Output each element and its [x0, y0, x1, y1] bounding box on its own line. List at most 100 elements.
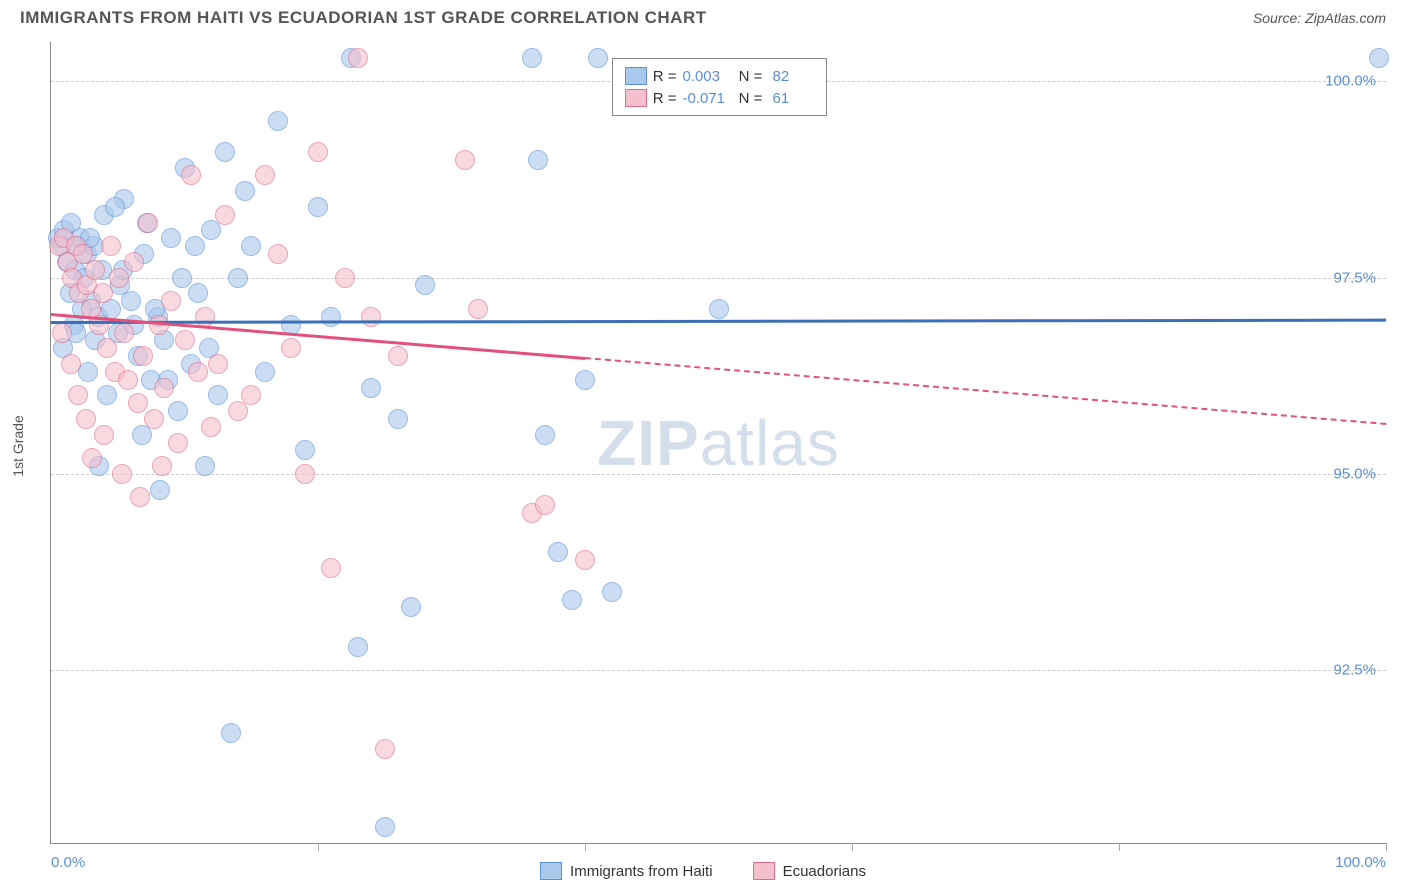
scatter-point	[241, 236, 261, 256]
watermark: ZIPatlas	[597, 406, 840, 480]
scatter-point	[375, 817, 395, 837]
chart-header: IMMIGRANTS FROM HAITI VS ECUADORIAN 1ST …	[0, 0, 1406, 32]
x-tick-label-right: 100.0%	[1335, 854, 1386, 871]
scatter-point	[188, 362, 208, 382]
scatter-point	[208, 385, 228, 405]
legend-n-value: 61	[768, 90, 814, 107]
scatter-point	[175, 330, 195, 350]
regression-line	[51, 318, 1386, 323]
scatter-point	[528, 150, 548, 170]
scatter-point	[144, 409, 164, 429]
scatter-point	[348, 637, 368, 657]
scatter-point	[195, 307, 215, 327]
gridline-horizontal	[51, 278, 1386, 279]
scatter-point	[228, 401, 248, 421]
scatter-point	[78, 362, 98, 382]
legend-swatch	[753, 862, 775, 880]
scatter-point	[268, 244, 288, 264]
scatter-point	[361, 378, 381, 398]
plot-area: ZIPatlas 92.5%95.0%97.5%100.0%0.0%100.0%…	[51, 42, 1386, 843]
scatter-point	[308, 197, 328, 217]
scatter-point	[52, 323, 72, 343]
scatter-point	[168, 433, 188, 453]
scatter-point	[255, 362, 275, 382]
scatter-point	[130, 487, 150, 507]
scatter-point	[133, 346, 153, 366]
scatter-point	[455, 150, 475, 170]
scatter-point	[388, 409, 408, 429]
scatter-point	[208, 354, 228, 374]
scatter-point	[150, 480, 170, 500]
legend-row: R = 0.003 N = 82	[625, 65, 815, 87]
y-tick-label: 92.5%	[1333, 662, 1376, 679]
gridline-horizontal	[51, 670, 1386, 671]
scatter-point	[575, 370, 595, 390]
watermark-light: atlas	[700, 407, 840, 479]
source-label: Source: ZipAtlas.com	[1253, 10, 1386, 26]
legend-series-label: Ecuadorians	[783, 863, 866, 880]
scatter-point	[1369, 48, 1389, 68]
x-tick	[1386, 843, 1387, 851]
scatter-point	[361, 307, 381, 327]
scatter-point	[295, 440, 315, 460]
scatter-point	[97, 385, 117, 405]
y-tick-label: 95.0%	[1333, 465, 1376, 482]
gridline-horizontal	[51, 474, 1386, 475]
scatter-point	[388, 346, 408, 366]
scatter-point	[228, 268, 248, 288]
scatter-point	[201, 220, 221, 240]
legend-r-label: R =	[653, 68, 677, 85]
scatter-point	[281, 338, 301, 358]
legend-r-value: 0.003	[682, 68, 728, 85]
scatter-point	[121, 291, 141, 311]
scatter-point	[154, 378, 174, 398]
scatter-point	[321, 558, 341, 578]
legend-swatch	[625, 67, 647, 85]
scatter-point	[93, 283, 113, 303]
scatter-point	[161, 228, 181, 248]
chart-title: IMMIGRANTS FROM HAITI VS ECUADORIAN 1ST …	[20, 8, 707, 28]
scatter-point	[335, 268, 355, 288]
scatter-point	[215, 205, 235, 225]
scatter-point	[235, 181, 255, 201]
watermark-bold: ZIP	[597, 407, 700, 479]
scatter-point	[241, 385, 261, 405]
legend-swatch	[540, 862, 562, 880]
scatter-point	[415, 275, 435, 295]
scatter-point	[401, 597, 421, 617]
legend-r-label: R =	[653, 90, 677, 107]
scatter-point	[105, 197, 125, 217]
y-tick-label: 97.5%	[1333, 269, 1376, 286]
scatter-point	[201, 417, 221, 437]
x-tick	[852, 843, 853, 851]
scatter-point	[575, 550, 595, 570]
bottom-legend-item: Ecuadorians	[753, 862, 866, 880]
y-axis-label: 1st Grade	[10, 415, 26, 476]
bottom-legend-item: Immigrants from Haiti	[540, 862, 713, 880]
chart-area: ZIPatlas 92.5%95.0%97.5%100.0%0.0%100.0%…	[50, 42, 1386, 844]
scatter-point	[195, 456, 215, 476]
scatter-point	[188, 283, 208, 303]
legend-n-label: N =	[734, 68, 762, 85]
legend-row: R =-0.071 N = 61	[625, 87, 815, 109]
scatter-point	[535, 495, 555, 515]
scatter-point	[168, 401, 188, 421]
x-tick-label-left: 0.0%	[51, 854, 85, 871]
legend-n-value: 82	[768, 68, 814, 85]
scatter-point	[61, 354, 81, 374]
scatter-point	[76, 409, 96, 429]
scatter-point	[109, 268, 129, 288]
legend-series-label: Immigrants from Haiti	[570, 863, 713, 880]
scatter-point	[562, 590, 582, 610]
scatter-point	[85, 260, 105, 280]
scatter-point	[709, 299, 729, 319]
scatter-point	[152, 456, 172, 476]
scatter-point	[114, 323, 134, 343]
x-tick	[585, 843, 586, 851]
x-tick	[1119, 843, 1120, 851]
scatter-point	[101, 236, 121, 256]
scatter-point	[172, 268, 192, 288]
scatter-point	[112, 464, 132, 484]
scatter-point	[268, 111, 288, 131]
legend-swatch	[625, 89, 647, 107]
